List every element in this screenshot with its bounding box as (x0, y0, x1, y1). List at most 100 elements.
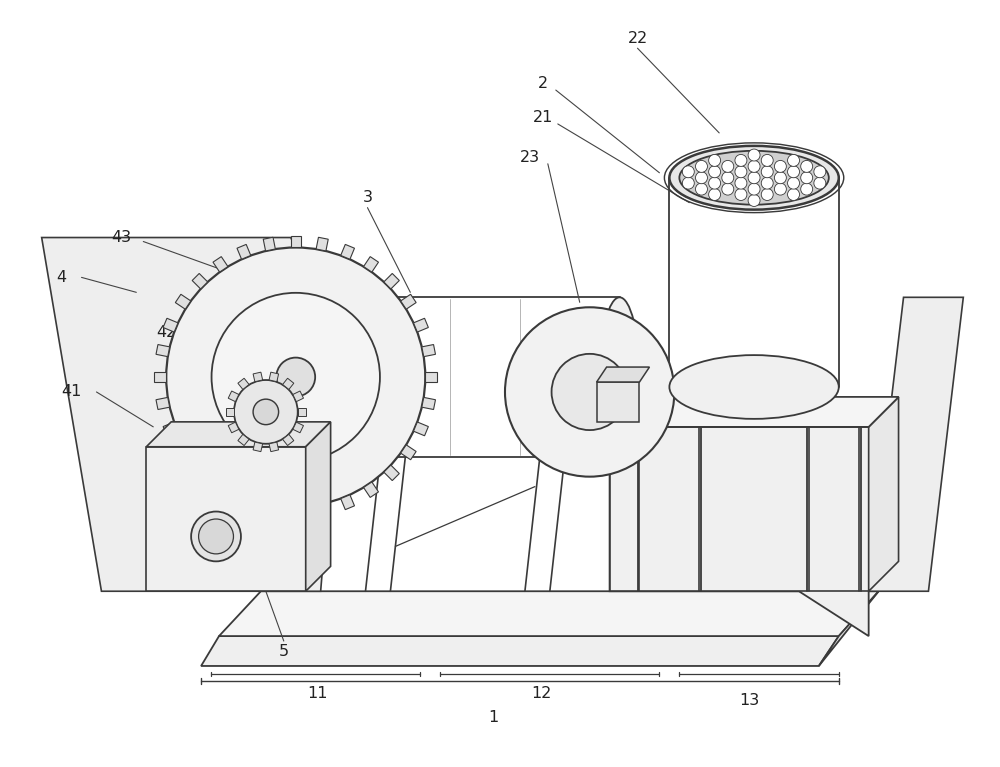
Polygon shape (283, 378, 294, 390)
Text: 42: 42 (156, 324, 176, 340)
Text: 21: 21 (533, 110, 553, 126)
Circle shape (722, 160, 734, 173)
Polygon shape (283, 434, 294, 446)
Circle shape (253, 399, 279, 425)
Polygon shape (163, 318, 178, 332)
Circle shape (761, 189, 773, 200)
Ellipse shape (679, 151, 829, 205)
Text: 12: 12 (532, 686, 552, 701)
Polygon shape (414, 318, 428, 332)
Text: 4: 4 (57, 270, 67, 285)
Circle shape (801, 183, 813, 195)
Polygon shape (253, 372, 263, 382)
Circle shape (735, 166, 747, 178)
Polygon shape (298, 408, 306, 416)
Circle shape (774, 172, 786, 184)
Polygon shape (293, 391, 303, 402)
Circle shape (212, 293, 380, 461)
Circle shape (276, 357, 315, 397)
Polygon shape (175, 445, 191, 459)
Text: 2: 2 (538, 76, 548, 91)
Polygon shape (610, 397, 899, 427)
Polygon shape (146, 446, 306, 591)
Polygon shape (146, 422, 331, 446)
Polygon shape (228, 391, 239, 402)
Circle shape (735, 154, 747, 166)
Text: 1: 1 (488, 710, 498, 726)
Polygon shape (869, 298, 963, 591)
Polygon shape (238, 434, 249, 446)
Polygon shape (293, 422, 303, 433)
Circle shape (748, 183, 760, 195)
Polygon shape (154, 372, 166, 382)
Ellipse shape (191, 512, 241, 561)
Circle shape (801, 160, 813, 173)
Polygon shape (597, 382, 639, 422)
Circle shape (788, 189, 800, 200)
Polygon shape (219, 591, 879, 636)
Circle shape (788, 166, 800, 178)
Circle shape (552, 354, 628, 430)
Polygon shape (238, 378, 249, 390)
Text: 3: 3 (362, 190, 372, 206)
Polygon shape (237, 245, 251, 259)
Polygon shape (316, 237, 328, 251)
Polygon shape (156, 344, 170, 357)
Ellipse shape (600, 298, 639, 456)
Polygon shape (422, 344, 435, 357)
Circle shape (695, 172, 707, 184)
Polygon shape (192, 274, 208, 289)
Circle shape (788, 154, 800, 166)
Polygon shape (384, 465, 399, 481)
Circle shape (748, 149, 760, 161)
Polygon shape (263, 237, 275, 251)
Ellipse shape (669, 355, 839, 419)
Circle shape (814, 166, 826, 178)
Polygon shape (42, 238, 341, 591)
Polygon shape (819, 591, 879, 666)
Polygon shape (226, 408, 234, 416)
Polygon shape (213, 257, 228, 272)
Polygon shape (228, 422, 239, 433)
Circle shape (682, 166, 694, 178)
Ellipse shape (276, 298, 316, 456)
Circle shape (709, 154, 721, 166)
Circle shape (695, 160, 707, 173)
Polygon shape (263, 503, 275, 517)
Polygon shape (291, 506, 301, 518)
Polygon shape (414, 422, 428, 436)
Polygon shape (401, 295, 416, 309)
Polygon shape (306, 422, 331, 591)
Polygon shape (364, 482, 378, 498)
Circle shape (748, 172, 760, 184)
Polygon shape (384, 274, 399, 289)
Polygon shape (597, 367, 649, 382)
Polygon shape (163, 422, 178, 436)
Circle shape (788, 177, 800, 189)
Circle shape (735, 189, 747, 200)
Circle shape (166, 248, 425, 506)
Polygon shape (156, 397, 170, 410)
Circle shape (709, 189, 721, 200)
Polygon shape (401, 445, 416, 459)
Polygon shape (175, 295, 191, 309)
Polygon shape (291, 235, 301, 248)
Polygon shape (201, 636, 839, 666)
Circle shape (234, 380, 298, 444)
Polygon shape (610, 427, 869, 591)
Text: 11: 11 (307, 686, 328, 701)
Polygon shape (192, 465, 208, 481)
Circle shape (814, 177, 826, 189)
Text: 5: 5 (279, 644, 289, 659)
Polygon shape (253, 442, 263, 452)
Circle shape (722, 172, 734, 184)
Text: 41: 41 (61, 384, 82, 400)
Circle shape (801, 172, 813, 184)
Polygon shape (610, 427, 869, 636)
Circle shape (748, 160, 760, 173)
Circle shape (505, 308, 674, 476)
Text: 43: 43 (111, 230, 131, 245)
Polygon shape (341, 245, 354, 259)
Ellipse shape (669, 146, 839, 209)
Polygon shape (869, 397, 899, 591)
